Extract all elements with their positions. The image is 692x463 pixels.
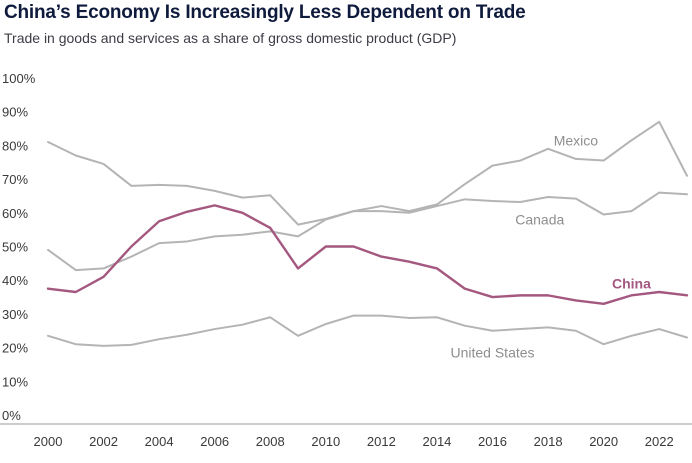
- y-tick-label: 20%: [2, 341, 28, 356]
- series-label-united-states: United States: [450, 345, 534, 361]
- y-tick-label: 80%: [2, 138, 28, 153]
- series-label-canada: Canada: [515, 212, 564, 228]
- series-label-china: China: [612, 276, 651, 292]
- chart-title: China’s Economy Is Increasingly Less Dep…: [4, 2, 526, 23]
- series-line-mexico: [47, 120, 688, 226]
- x-tick-label: 2018: [534, 434, 563, 449]
- x-tick-label: 2012: [367, 434, 396, 449]
- y-tick-label: 90%: [2, 105, 28, 120]
- series-lines: [46, 120, 689, 347]
- x-tick-label: 2004: [145, 434, 174, 449]
- series-line-united-states: [47, 314, 688, 347]
- y-tick-label: 50%: [2, 240, 28, 255]
- chart-subtitle: Trade in goods and services as a share o…: [4, 30, 457, 46]
- series-line-canada: [47, 191, 688, 272]
- y-axis: 0% 10% 20% 30% 40% 50% 60% 70% 80% 90% 100%: [2, 71, 36, 423]
- x-tick-label: 2016: [478, 434, 507, 449]
- y-tick-label: 30%: [2, 307, 28, 322]
- x-tick-label: 2006: [200, 434, 229, 449]
- y-tick-label: 10%: [2, 374, 28, 389]
- x-tick-label: 2000: [34, 434, 63, 449]
- y-tick-label: 70%: [2, 172, 28, 187]
- x-tick-label: 2022: [645, 434, 674, 449]
- series-labels: Mexico Canada China United States: [450, 132, 651, 360]
- y-tick-label: 100%: [2, 71, 36, 86]
- x-tick-label: 2020: [589, 434, 618, 449]
- y-tick-label: 0%: [2, 408, 21, 423]
- series-label-mexico: Mexico: [554, 132, 599, 148]
- x-tick-label: 2014: [422, 434, 451, 449]
- x-tick-label: 2008: [256, 434, 285, 449]
- x-tick-label: 2010: [311, 434, 340, 449]
- x-tick-label: 2002: [89, 434, 118, 449]
- y-tick-label: 60%: [2, 206, 28, 221]
- series-line-china: [46, 204, 689, 305]
- y-tick-label: 40%: [2, 273, 28, 288]
- x-axis: 2000 2002 2004 2006 2008 2010 2012 2014 2016 2018…: [0, 423, 692, 449]
